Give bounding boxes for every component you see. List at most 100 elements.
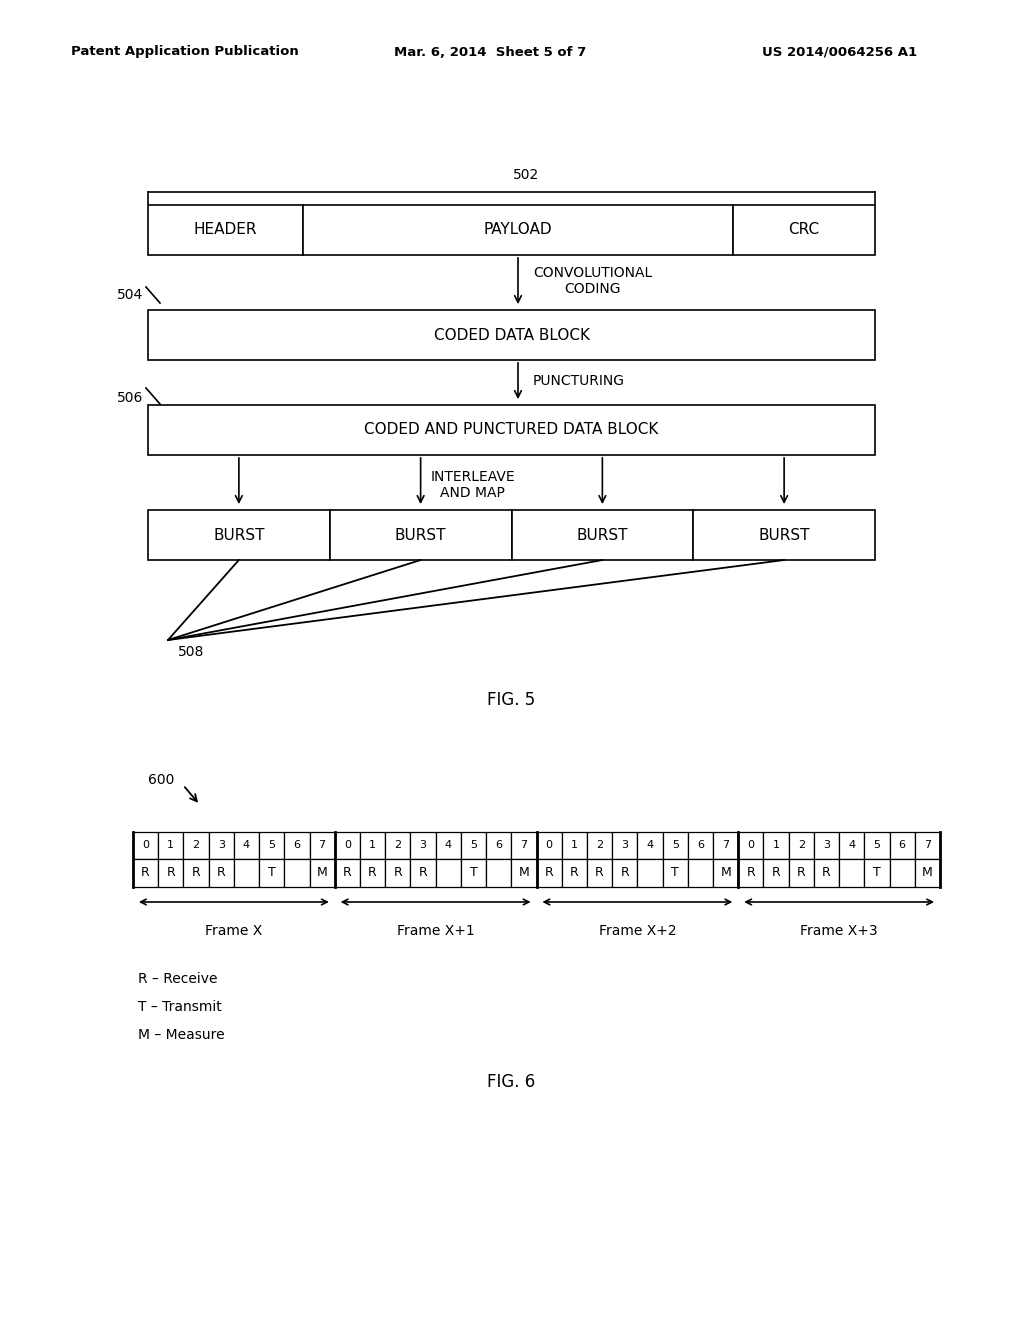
Bar: [335, 859, 360, 887]
Bar: [335, 832, 360, 859]
Text: R: R: [570, 866, 579, 879]
Text: 4: 4: [243, 841, 250, 850]
Bar: [864, 832, 890, 859]
Bar: [148, 205, 303, 255]
Bar: [360, 859, 385, 887]
Bar: [148, 510, 330, 560]
Text: 7: 7: [924, 841, 931, 850]
Bar: [411, 832, 435, 859]
Text: R – Receive: R – Receive: [138, 972, 217, 986]
Text: T: T: [873, 866, 881, 879]
Text: 508: 508: [178, 645, 205, 659]
Text: 5: 5: [672, 841, 679, 850]
Text: R: R: [797, 866, 806, 879]
Bar: [259, 859, 285, 887]
Text: M: M: [518, 866, 529, 879]
Text: M: M: [922, 866, 933, 879]
Bar: [461, 832, 486, 859]
Text: 5: 5: [470, 841, 477, 850]
Text: R: R: [393, 866, 402, 879]
Text: Frame X+1: Frame X+1: [396, 924, 474, 939]
Bar: [411, 859, 435, 887]
Bar: [713, 832, 738, 859]
Text: 1: 1: [570, 841, 578, 850]
Bar: [612, 832, 637, 859]
Text: R: R: [746, 866, 756, 879]
Text: CONVOLUTIONAL
CODING: CONVOLUTIONAL CODING: [534, 265, 652, 296]
Text: R: R: [419, 866, 427, 879]
Text: HEADER: HEADER: [194, 223, 257, 238]
Text: R: R: [545, 866, 554, 879]
Text: Mar. 6, 2014  Sheet 5 of 7: Mar. 6, 2014 Sheet 5 of 7: [394, 45, 586, 58]
Bar: [788, 859, 814, 887]
Bar: [330, 510, 512, 560]
Bar: [914, 859, 940, 887]
Text: R: R: [595, 866, 604, 879]
Text: 3: 3: [823, 841, 830, 850]
Text: INTERLEAVE
AND MAP: INTERLEAVE AND MAP: [431, 470, 515, 500]
Bar: [461, 859, 486, 887]
Bar: [764, 859, 788, 887]
Bar: [183, 832, 209, 859]
Text: T: T: [672, 866, 679, 879]
Text: 600: 600: [148, 774, 174, 787]
Bar: [385, 859, 411, 887]
Bar: [814, 859, 839, 887]
Text: 0: 0: [748, 841, 755, 850]
Bar: [209, 859, 233, 887]
Text: 1: 1: [369, 841, 376, 850]
Bar: [663, 832, 688, 859]
Bar: [733, 205, 874, 255]
Text: 3: 3: [218, 841, 224, 850]
Text: 6: 6: [697, 841, 703, 850]
Bar: [285, 832, 309, 859]
Bar: [285, 859, 309, 887]
Text: 502: 502: [513, 168, 540, 182]
Text: T: T: [268, 866, 275, 879]
Bar: [839, 859, 864, 887]
Bar: [637, 859, 663, 887]
Text: 7: 7: [318, 841, 326, 850]
Text: FIG. 5: FIG. 5: [487, 690, 536, 709]
Text: 4: 4: [646, 841, 653, 850]
Text: 6: 6: [294, 841, 300, 850]
Bar: [562, 832, 587, 859]
Bar: [233, 859, 259, 887]
Text: R: R: [343, 866, 351, 879]
Bar: [435, 859, 461, 887]
Bar: [435, 832, 461, 859]
Text: 3: 3: [420, 841, 427, 850]
Text: 5: 5: [268, 841, 275, 850]
Text: Frame X+3: Frame X+3: [801, 924, 878, 939]
Text: M – Measure: M – Measure: [138, 1028, 224, 1041]
Bar: [713, 859, 738, 887]
Bar: [612, 859, 637, 887]
Bar: [663, 859, 688, 887]
Bar: [183, 859, 209, 887]
Text: 0: 0: [344, 841, 351, 850]
Text: 504: 504: [117, 288, 143, 302]
Bar: [511, 859, 537, 887]
Text: 2: 2: [193, 841, 200, 850]
Bar: [537, 859, 562, 887]
Bar: [148, 310, 874, 360]
Text: R: R: [167, 866, 175, 879]
Bar: [159, 832, 183, 859]
Text: 0: 0: [546, 841, 553, 850]
Text: BURST: BURST: [759, 528, 810, 543]
Bar: [360, 832, 385, 859]
Bar: [693, 510, 874, 560]
Text: R: R: [141, 866, 150, 879]
Text: 4: 4: [848, 841, 855, 850]
Bar: [233, 832, 259, 859]
Text: Frame X: Frame X: [205, 924, 262, 939]
Text: M: M: [316, 866, 328, 879]
Text: R: R: [369, 866, 377, 879]
Bar: [148, 405, 874, 455]
Text: BURST: BURST: [395, 528, 446, 543]
Text: 2: 2: [596, 841, 603, 850]
Bar: [133, 859, 159, 887]
Text: BURST: BURST: [577, 528, 628, 543]
Bar: [764, 832, 788, 859]
Bar: [738, 832, 764, 859]
